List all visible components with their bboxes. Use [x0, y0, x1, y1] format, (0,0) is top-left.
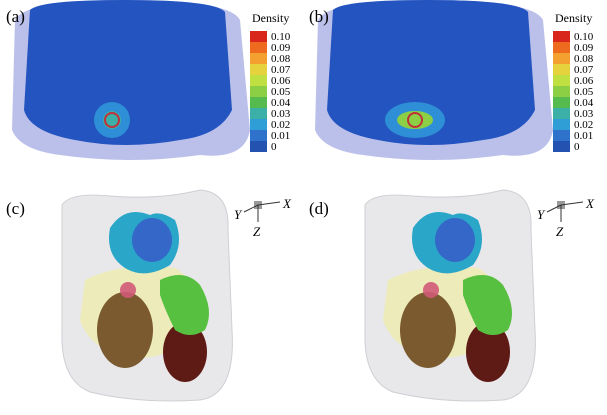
- kidney-left: [97, 292, 153, 368]
- colorbar-segment: [553, 119, 570, 130]
- colorbar-segment: [250, 119, 267, 130]
- organ-render: Y X Z (c): [6, 190, 292, 401]
- colorbar-segment: [250, 53, 267, 64]
- axis-label: Z: [556, 224, 564, 239]
- colorbar-segment: [553, 130, 570, 141]
- colorbar-title: Density: [555, 11, 592, 25]
- colorbar-segment: [553, 97, 570, 108]
- colorbar-segment: [553, 31, 570, 42]
- axis-label: X: [282, 196, 292, 211]
- colorbar-segment: [250, 108, 267, 119]
- panel-label: (d): [309, 199, 329, 218]
- colorbar-segment: [553, 75, 570, 86]
- colorbar-segment: [553, 64, 570, 75]
- kidney-left: [400, 292, 456, 368]
- colorbar-segment: [553, 86, 570, 97]
- colorbar-segment: [553, 108, 570, 119]
- colorbar-title: Density: [252, 11, 289, 25]
- colorbar-segment: [250, 97, 267, 108]
- colorbar-segment: [250, 31, 267, 42]
- colorbar-segment: [553, 53, 570, 64]
- colorbar-tick: 0: [271, 141, 277, 153]
- colorbar-segment: [553, 141, 570, 152]
- colorbar-segment: [250, 130, 267, 141]
- heart: [435, 218, 475, 262]
- organ-render: Y X Z (d): [309, 190, 595, 401]
- density-map: (a)Density0.100.090.080.070.060.050.040.…: [6, 0, 291, 160]
- density-map: (b)Density0.100.090.080.070.060.050.040.…: [309, 0, 594, 160]
- colorbar-segment: [250, 64, 267, 75]
- colorbar-tick: 0: [574, 141, 580, 153]
- colorbar-segment: [553, 42, 570, 53]
- axis-label: X: [585, 196, 595, 211]
- panel-label: (a): [6, 7, 25, 26]
- colorbar-segment: [250, 86, 267, 97]
- colorbar-segment: [250, 75, 267, 86]
- tumor: [120, 282, 136, 298]
- axis-label: Z: [253, 224, 261, 239]
- colorbar-segment: [250, 141, 267, 152]
- panel-label: (c): [6, 199, 25, 218]
- axis-label: Y: [537, 207, 546, 222]
- figure: (a)Density0.100.090.080.070.060.050.040.…: [0, 0, 607, 415]
- tumor: [423, 282, 439, 298]
- colorbar-segment: [250, 42, 267, 53]
- panel-label: (b): [309, 7, 329, 26]
- heart: [132, 218, 172, 262]
- axis-label: Y: [234, 207, 243, 222]
